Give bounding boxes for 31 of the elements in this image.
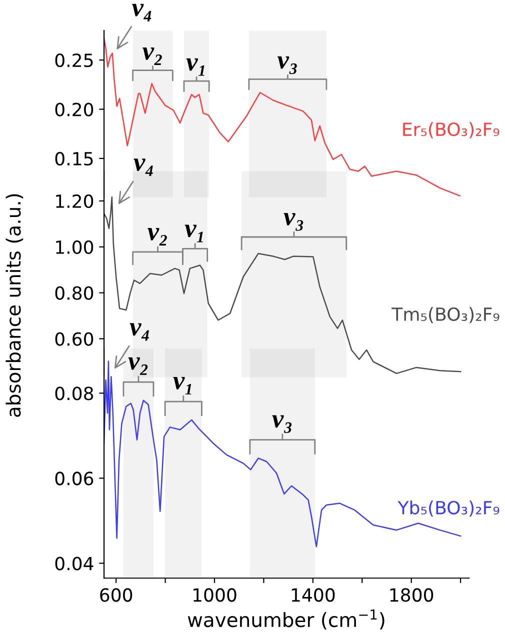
x-axis-title: wavenumber (cm$^{−1}$) xyxy=(188,610,384,630)
y-tick-label: 0.60 xyxy=(55,332,94,346)
y-axis-title: absorbance units (a.u.) xyxy=(6,194,24,417)
x-tick-label: 1800 xyxy=(390,588,434,602)
y-tick-label: 1.00 xyxy=(56,240,94,254)
band-label: ν₁ xyxy=(186,58,204,76)
band-label: ν₁ xyxy=(184,224,203,242)
band-label: ν₃ xyxy=(272,415,292,433)
x-tick-label: 1400 xyxy=(292,588,335,602)
annotation: ν₄ xyxy=(132,4,152,22)
y-tick-label: 0.80 xyxy=(55,286,94,300)
y-tick-label: 0.04 xyxy=(55,556,94,570)
band-label: ν₁ xyxy=(173,376,192,394)
y-tick-label: 0.06 xyxy=(55,472,94,486)
series-label: Er₅(BO₃)₂F₉ xyxy=(403,122,500,138)
annotation: ν₄ xyxy=(134,158,153,176)
band-label: ν₂ xyxy=(128,357,148,375)
y-tick-label: 0.08 xyxy=(55,386,94,400)
x-tick-label: 600 xyxy=(100,588,132,602)
x-tick-label: 1000 xyxy=(194,588,236,602)
series-label: Yb₅(BO₃)₂F₉ xyxy=(398,500,500,517)
band-label: ν₂ xyxy=(142,48,162,66)
annotation: ν₄ xyxy=(130,323,149,341)
band-label: ν₃ xyxy=(277,56,297,74)
y-tick-label: 0.25 xyxy=(55,54,93,68)
y-tick-label: 1.20 xyxy=(56,194,94,208)
text: Tm₅(BO₃)₂F₉ xyxy=(392,307,500,324)
band-label: ν₂ xyxy=(148,228,167,246)
y-tick-label: 0.15 xyxy=(55,152,93,166)
band-label: ν₃ xyxy=(284,213,304,231)
y-tick-label: 0.20 xyxy=(55,102,94,116)
